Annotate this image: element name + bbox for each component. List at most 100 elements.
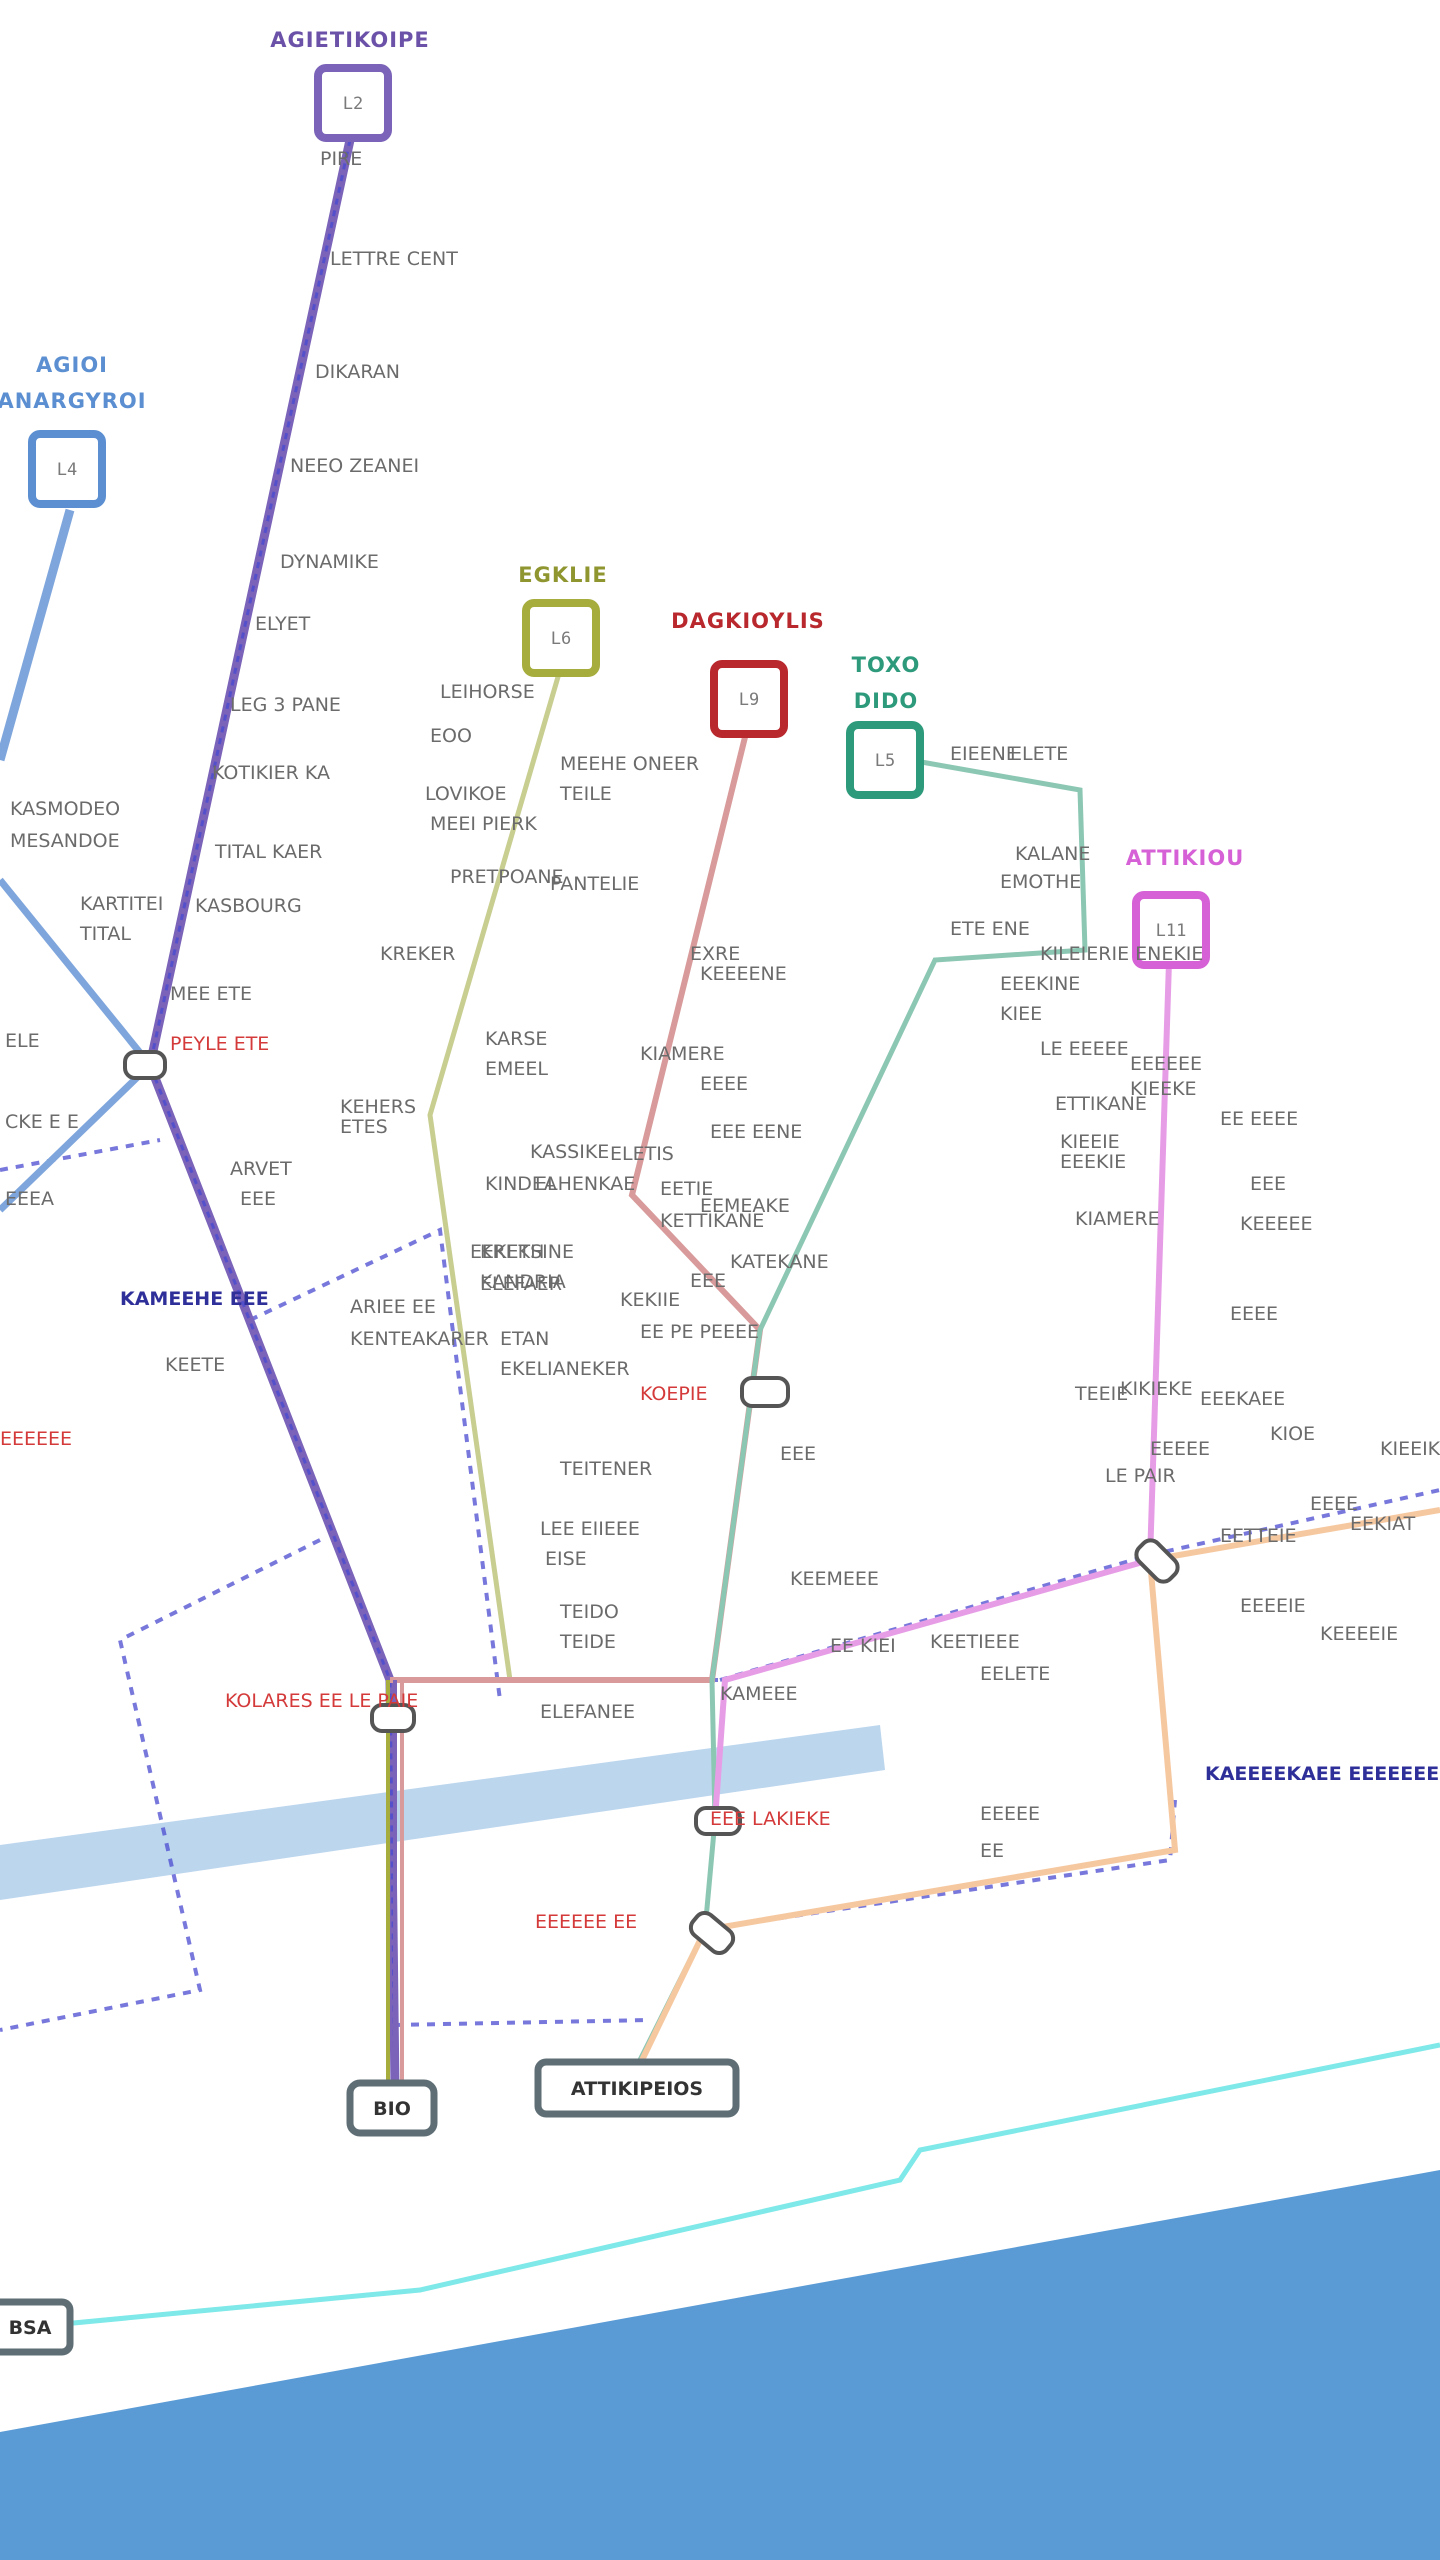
station-label: KOTIKIER KA [212, 762, 330, 784]
station-labels: PIRE LETTRE CENT DIKARAN NEEO ZEANEI DYNAMIK… [5, 148, 1440, 1862]
station-label: EEEEE [980, 1803, 1040, 1825]
station-label: KEEMEEE [790, 1568, 879, 1590]
station-label: KILEIERIE ENEKIE [1040, 943, 1203, 965]
terminal-teal-north[interactable]: L5 TOXO DIDO [846, 653, 924, 799]
station-label: MEE ETE [170, 983, 252, 1005]
hub-bsa[interactable]: BSA [0, 2298, 74, 2356]
highlight-station-label: PEYLE ETE [170, 1033, 269, 1055]
station-label: KASBOURG [195, 895, 302, 917]
terminal-title-line1: TOXO [852, 653, 921, 677]
station-label: TEIDO [559, 1601, 619, 1623]
station-label: ARIEE EE [350, 1296, 436, 1318]
station-label: ETE ENE [950, 918, 1030, 940]
station-label: TITAL KAER [214, 841, 322, 863]
terminal-magenta-north[interactable]: L11 ATTIKIOU [1126, 846, 1245, 969]
station-label: KIKIEKE [1120, 1378, 1193, 1400]
station-label: KREKSINE [480, 1241, 574, 1263]
station-label: ETAN [500, 1328, 549, 1350]
terminal-title: EGKLIE [518, 563, 607, 587]
station-label: EE KIEI [830, 1635, 896, 1657]
station-label: KEHERS [340, 1096, 416, 1118]
station-label: KIEEIE [1060, 1131, 1120, 1153]
station-label: EEE EENE [710, 1121, 802, 1143]
station-label: EE EEEE [1220, 1108, 1298, 1130]
station-label: EEEA [5, 1188, 54, 1210]
terminal-code: L4 [57, 460, 77, 480]
highlight-station-label: EEE LAKIEKE [710, 1808, 831, 1830]
station-label: KINDEA [485, 1173, 557, 1195]
hub-attikipeios[interactable]: ATTIKIPEIOS [534, 2058, 740, 2118]
terminal-title: ATTIKIOU [1126, 846, 1245, 870]
terminal-title: DAGKIOYLIS [671, 609, 825, 633]
highlight-station-label: KOLARES EE LE PAIE [225, 1690, 418, 1712]
station-label: KENTEAKARER [350, 1328, 489, 1350]
station-label: EEMEAKE [700, 1195, 790, 1217]
station-label: KARTITEI [80, 893, 163, 915]
station-label: KEETIEEE [930, 1631, 1020, 1653]
station-label: KIEEIK [1380, 1438, 1440, 1460]
interchanges [123, 1050, 1180, 1956]
station-label: KIAMERE [640, 1043, 725, 1065]
hub-name: BSA [9, 2317, 52, 2339]
terminal-olive-north[interactable]: L6 EGKLIE [518, 563, 607, 677]
station-label: EEEE [1230, 1303, 1278, 1325]
station-label: LETTRE CENT [330, 248, 458, 270]
station-label: MEEI PIERK [430, 813, 537, 835]
highlight-station-label: EEEEEE EE [535, 1911, 637, 1933]
terminal-code: L11 [1156, 921, 1187, 941]
highlight-station-label: EEEEEE [0, 1428, 72, 1450]
terminal-code: L6 [551, 629, 571, 649]
terminal-title-line2: ANARGYROI [0, 389, 147, 413]
station-label: LEG 3 PANE [230, 694, 341, 716]
station-label: KALANE [1015, 843, 1090, 865]
station-label: KIOE [1270, 1423, 1315, 1445]
station-label: TEILE [559, 783, 612, 805]
station-label: EE PE PEEEE [640, 1321, 759, 1343]
station-label: ELETE [1010, 743, 1068, 765]
station-label: EEE [1250, 1173, 1286, 1195]
station-label: EISE [545, 1548, 587, 1570]
station-label: KIEE [1000, 1003, 1042, 1025]
station-label: ELYET [255, 613, 311, 635]
terminal-title-line2: DIDO [854, 689, 919, 713]
station-label: ELHENKAE [535, 1173, 635, 1195]
station-label: KEEEEIE [1320, 1623, 1398, 1645]
terminal-code: L9 [739, 690, 759, 710]
station-label: ELEFANEE [540, 1701, 635, 1723]
station-label: KASMODEO [10, 798, 120, 820]
station-label: EMOTHE [1000, 871, 1081, 893]
station-label: ELE [5, 1030, 40, 1052]
station-label: ETES [340, 1116, 388, 1138]
terminal-blue-north[interactable]: L4 AGIOI ANARGYROI [0, 353, 147, 508]
terminal-red-north[interactable]: L9 DAGKIOYLIS [671, 609, 825, 738]
station-label: ELEFAER [480, 1273, 562, 1295]
station-label: KREKER [380, 943, 455, 965]
station-label: LEE EIIEEE [540, 1518, 640, 1540]
station-label: EEE [240, 1188, 276, 1210]
station-label: TEITENER [559, 1458, 652, 1480]
station-label: EEKETH [470, 1241, 544, 1263]
station-label: DIKARAN [315, 361, 400, 383]
station-label: TEIDE [559, 1631, 616, 1653]
station-label: EEEE [700, 1073, 748, 1095]
terminal-purple-north[interactable]: L2 AGIETIKOIPE [270, 28, 430, 142]
station-label: KETTIKANE [660, 1210, 764, 1232]
station-label: EEEKINE [1000, 973, 1080, 995]
terminal-title-line1: AGIOI [36, 353, 108, 377]
station-label: KEEEEE [1240, 1213, 1312, 1235]
station-label: MESANDOE [10, 830, 120, 852]
station-label: EEKIAT [1350, 1513, 1416, 1535]
line-orange [627, 1507, 1440, 2087]
hub-bio[interactable]: BIO [346, 2079, 438, 2137]
station-label: KEKIIE [620, 1289, 680, 1311]
station-label: EEEKAEE [1200, 1388, 1285, 1410]
station-label: EEEEIE [1240, 1595, 1306, 1617]
station-label: TEEIE [1074, 1383, 1128, 1405]
station-label: LE EEEEE [1040, 1038, 1129, 1060]
station-label: KASSIKE [530, 1141, 609, 1163]
sea-area [0, 2170, 1440, 2560]
station-label: EMEEL [485, 1058, 548, 1080]
